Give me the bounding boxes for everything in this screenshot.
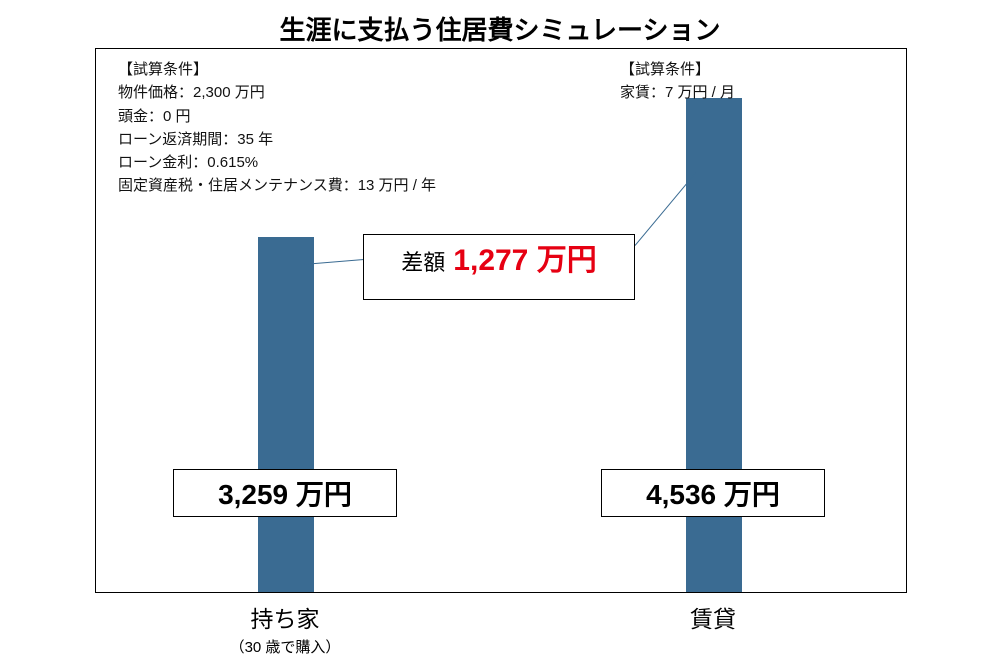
category-label-rent: 賃貸 (563, 600, 863, 634)
difference-value: 1,277 万円 (453, 235, 596, 279)
bar-own (258, 237, 314, 592)
category-label-sub: （30 歳で購入） (135, 636, 435, 657)
category-label-main: 賃貸 (563, 600, 863, 634)
difference-callout: 差額1,277 万円 (363, 234, 635, 300)
category-label-main: 持ち家 (135, 600, 435, 634)
difference-prefix: 差額 (401, 245, 445, 277)
value-label-own: 3,259 万円 (173, 469, 397, 517)
category-label-own: 持ち家（30 歳で購入） (135, 600, 435, 657)
conditions-left: 【試算条件】 物件価格：2,300 万円 頭金：0 円 ローン返済期間：35 年… (118, 58, 436, 198)
value-label-rent: 4,536 万円 (601, 469, 825, 517)
chart-root: 生涯に支払う住居費シミュレーション 3,259 万円 4,536 万円 差額1,27… (0, 0, 1000, 667)
chart-title: 生涯に支払う住居費シミュレーション (0, 10, 1000, 47)
conditions-right: 【試算条件】 家賃：7 万円 / 月 (620, 58, 735, 105)
